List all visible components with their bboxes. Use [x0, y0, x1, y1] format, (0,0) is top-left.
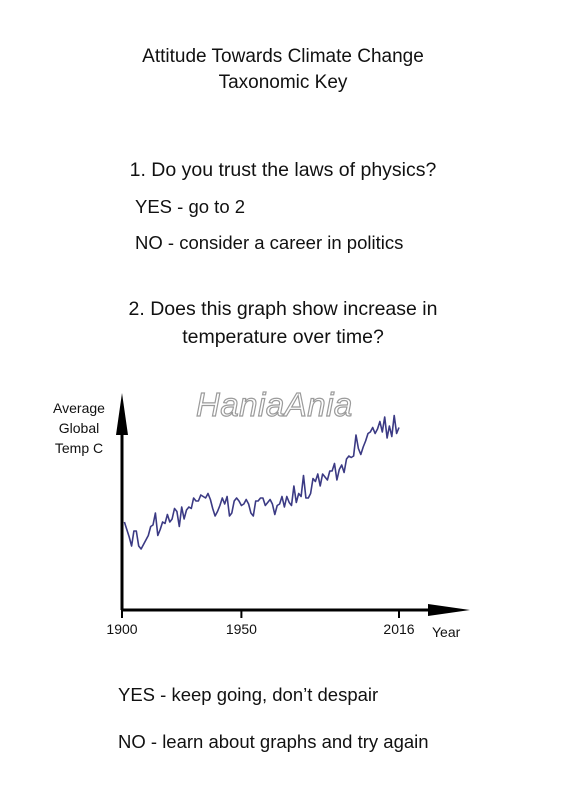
- chart-axes: [116, 393, 470, 616]
- x-axis-ticks: 1900 1950 2016 Year: [106, 610, 461, 640]
- y-axis-label-line-1: Average: [53, 400, 105, 416]
- answer-no: NO - learn about graphs and try again: [118, 731, 429, 752]
- y-axis-arrow: [116, 393, 128, 435]
- question-1: 1. Do you trust the laws of physics?: [129, 159, 437, 181]
- x-tick-label: 2016: [383, 621, 414, 637]
- page-title: Attitude Towards Climate Change: [142, 46, 424, 67]
- x-axis-label: Year: [432, 624, 461, 640]
- x-tick-label: 1900: [106, 621, 137, 637]
- question-2-line-2: temperature over time?: [182, 326, 384, 348]
- page-subtitle: Taxonomic Key: [218, 72, 348, 93]
- x-tick-label: 1950: [226, 621, 257, 637]
- watermark: HaniaAnia: [195, 385, 353, 423]
- question-1-yes-option: YES - go to 2: [135, 196, 246, 217]
- y-axis-label: Average Global Temp C: [40, 398, 118, 458]
- question-2-line-1: 2. Does this graph show increase in: [128, 298, 438, 320]
- temperature-series-line: [123, 414, 400, 550]
- answer-yes: YES - keep going, don’t despair: [118, 684, 379, 705]
- question-1-no-option: NO - consider a career in politics: [135, 232, 404, 253]
- chart-series: [123, 414, 400, 550]
- x-axis-arrow: [428, 604, 470, 616]
- y-axis-label-line-3: Temp C: [54, 440, 104, 456]
- y-axis-label-line-2: Global: [58, 420, 100, 436]
